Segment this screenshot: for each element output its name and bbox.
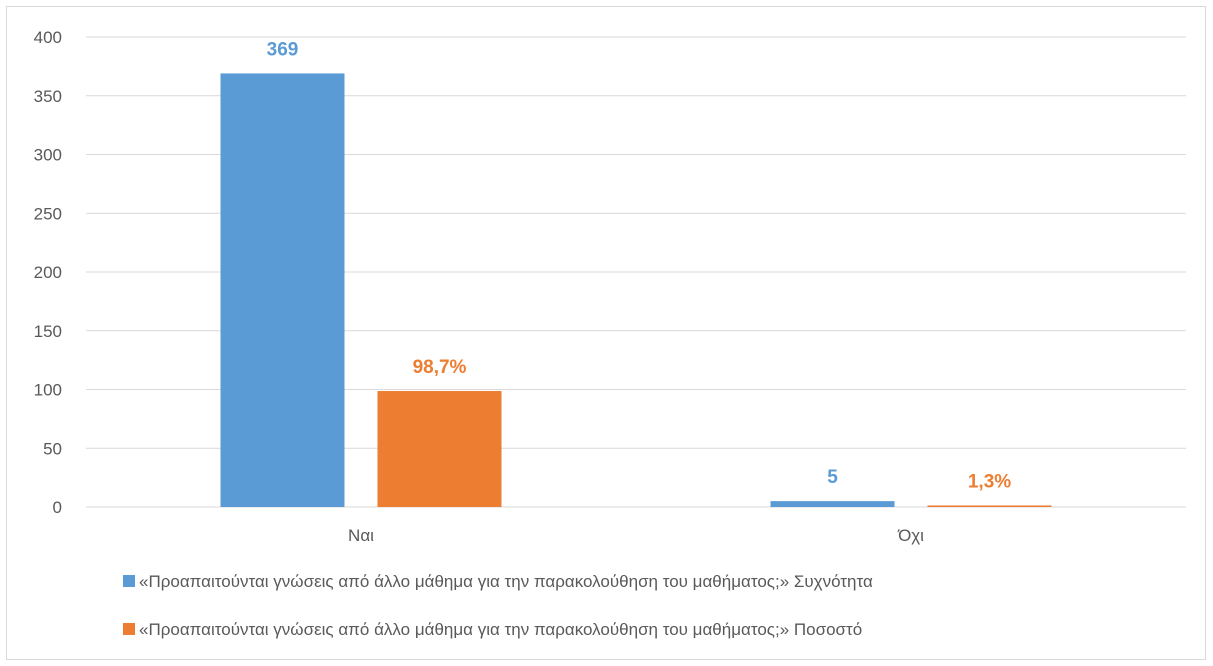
x-tick-label: Όχι [897, 526, 924, 545]
y-tick-label: 0 [53, 498, 62, 517]
data-labels: 369 98,7% 5 1,3% [267, 39, 1012, 492]
legend-label: «Προαπαιτούνται γνώσεις από άλλο μάθημα … [139, 572, 873, 591]
chart-frame [6, 6, 1206, 660]
x-axis: Ναι Όχι [348, 526, 924, 545]
bar [220, 73, 345, 508]
y-tick-label: 400 [34, 28, 62, 47]
legend: «Προαπαιτούνται γνώσεις από άλλο μάθημα … [123, 572, 873, 639]
y-axis: 0 50 100 150 200 250 300 350 400 [34, 28, 62, 517]
legend-label: «Προαπαιτούνται γνώσεις από άλλο μάθημα … [139, 620, 862, 639]
data-label: 369 [267, 39, 299, 60]
bar [927, 505, 1052, 507]
legend-swatch [123, 623, 135, 635]
data-label: 5 [827, 467, 838, 488]
y-tick-label: 200 [34, 263, 62, 282]
y-tick-label: 350 [34, 87, 62, 106]
y-tick-label: 300 [34, 146, 62, 165]
x-tick-label: Ναι [348, 526, 374, 545]
y-tick-label: 150 [34, 322, 62, 341]
data-label: 1,3% [968, 471, 1011, 492]
bar [770, 501, 895, 507]
legend-swatch [123, 575, 135, 587]
y-tick-label: 50 [43, 439, 62, 458]
bars [220, 73, 1052, 508]
bar [377, 391, 502, 507]
data-label: 98,7% [413, 357, 467, 378]
y-tick-label: 250 [34, 204, 62, 223]
y-tick-label: 100 [34, 381, 62, 400]
